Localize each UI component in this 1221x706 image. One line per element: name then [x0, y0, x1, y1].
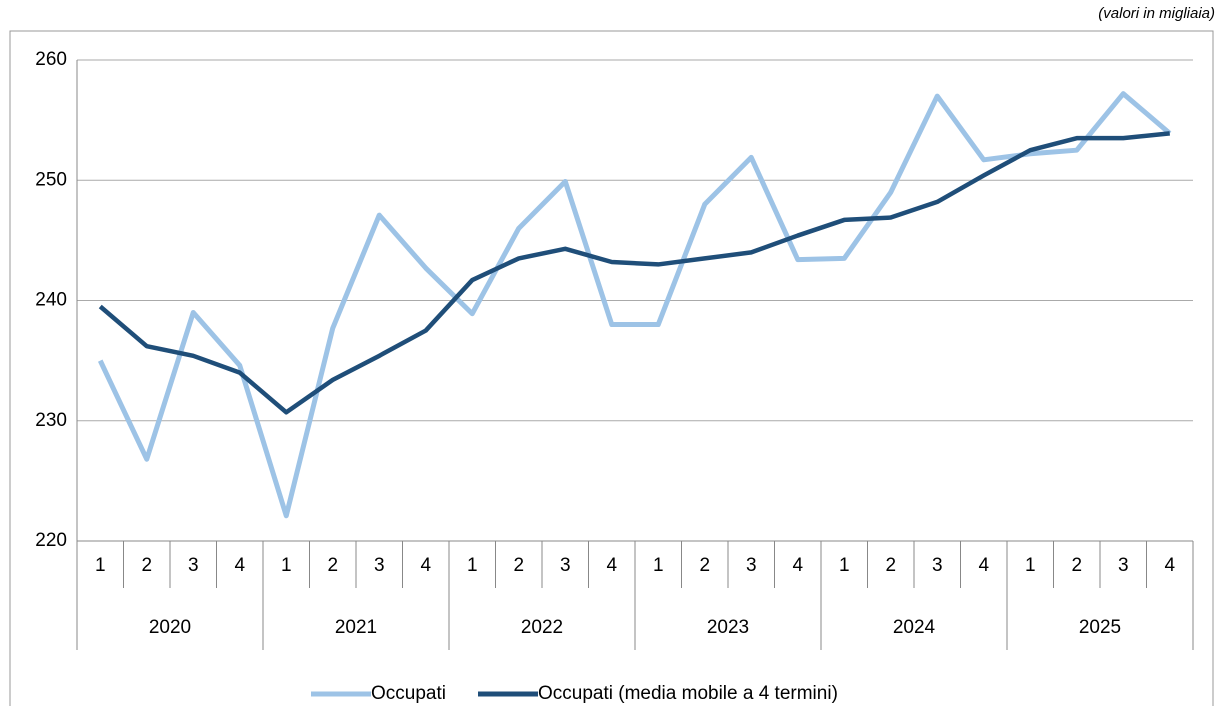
x-tick-label: 1 [95, 555, 106, 576]
x-tick-label: 3 [374, 555, 385, 576]
series-line [98, 131, 1170, 415]
y-tick-label: 250 [35, 169, 67, 190]
x-tick-label: 1 [467, 555, 478, 576]
y-tick-label: 220 [35, 530, 67, 551]
annotation: (valori in migliaia) [1098, 5, 1215, 22]
y-tick-label: 230 [35, 410, 67, 431]
y-tick-label: 260 [35, 49, 67, 70]
x-tick-label: 2 [885, 555, 896, 576]
x-tick-label: 1 [1025, 555, 1036, 576]
series-line [97, 91, 1172, 519]
x-tick-label: 3 [1118, 555, 1129, 576]
x-tick-label: 4 [792, 555, 803, 576]
x-tick-label: 4 [234, 555, 245, 576]
x-group-label: 2021 [335, 617, 377, 638]
x-group-label: 2025 [1079, 617, 1121, 638]
chart-border [9, 30, 1214, 706]
x-tick-label: 4 [1164, 555, 1175, 576]
x-tick-label: 3 [932, 555, 943, 576]
x-tick-label: 4 [606, 555, 617, 576]
x-tick-label: 1 [653, 555, 664, 576]
x-group-label: 2023 [707, 617, 749, 638]
x-group-label: 2020 [149, 617, 191, 638]
x-tick-label: 3 [560, 555, 571, 576]
y-tick-label: 240 [35, 290, 67, 311]
x-tick-label: 4 [420, 555, 431, 576]
legend-label: Occupati [371, 683, 446, 704]
legend-label: Occupati (media mobile a 4 termini) [538, 683, 838, 704]
x-group-label: 2024 [893, 617, 936, 638]
x-tick-label: 4 [978, 555, 989, 576]
x-tick-label: 2 [1071, 555, 1082, 576]
x-group-label: 2022 [521, 617, 563, 638]
x-tick-label: 3 [188, 555, 199, 576]
x-tick-label: 1 [281, 555, 292, 576]
x-tick-label: 1 [839, 555, 850, 576]
x-tick-label: 3 [746, 555, 757, 576]
x-tick-label: 2 [327, 555, 338, 576]
x-tick-label: 2 [513, 555, 524, 576]
x-tick-label: 2 [699, 555, 710, 576]
x-tick-label: 2 [141, 555, 152, 576]
